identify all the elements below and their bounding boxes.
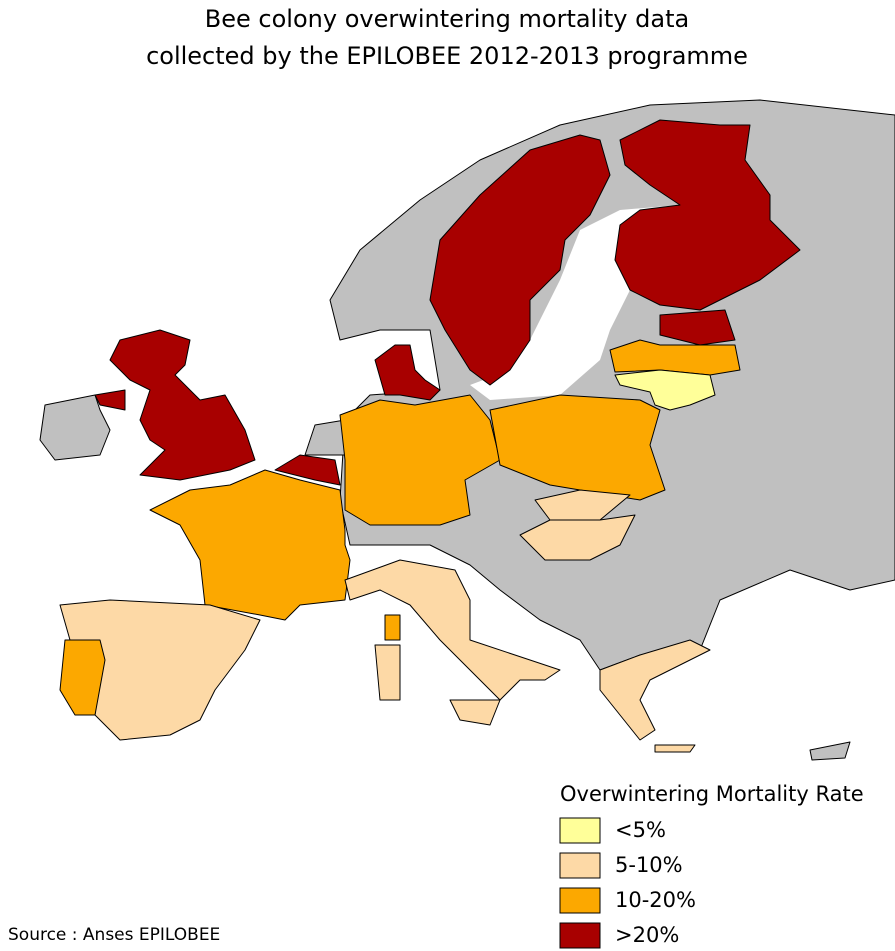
region	[384, 614, 401, 641]
region	[94, 389, 126, 411]
legend-swatch	[559, 817, 601, 844]
region	[614, 369, 716, 411]
legend: <5% 5-10% 10-20% >20%	[559, 817, 696, 949]
source: Source : Anses EPILOBEE	[8, 925, 220, 945]
region	[519, 514, 636, 561]
region	[304, 419, 346, 456]
title-line: collected by the EPILOBEE 2012-2013 prog…	[146, 42, 748, 70]
legend-label: 10-20%	[615, 888, 696, 912]
region	[109, 329, 256, 481]
legend-swatch	[559, 852, 601, 879]
title-line: Bee colony overwintering mortality data	[205, 5, 689, 33]
region	[809, 741, 851, 761]
region	[654, 744, 696, 753]
sea	[800, 590, 895, 650]
legend-label: 5-10%	[615, 853, 683, 877]
region	[59, 639, 106, 716]
region	[149, 469, 351, 621]
land	[39, 99, 895, 761]
region	[609, 339, 741, 376]
legend-swatch	[559, 922, 601, 949]
region	[344, 559, 561, 701]
region	[614, 119, 801, 311]
region	[339, 394, 501, 526]
legend-label: >20%	[615, 923, 679, 947]
region	[659, 309, 736, 346]
region	[274, 454, 341, 486]
region	[449, 699, 501, 726]
region	[534, 489, 631, 521]
legend-label: <5%	[615, 818, 666, 842]
region	[599, 639, 711, 741]
legend-swatch	[559, 887, 601, 914]
region	[374, 644, 401, 701]
legend-title: Overwintering Mortality Rate	[560, 782, 864, 806]
region	[429, 134, 611, 386]
sea	[470, 600, 560, 660]
region	[489, 394, 666, 501]
region	[374, 344, 441, 401]
